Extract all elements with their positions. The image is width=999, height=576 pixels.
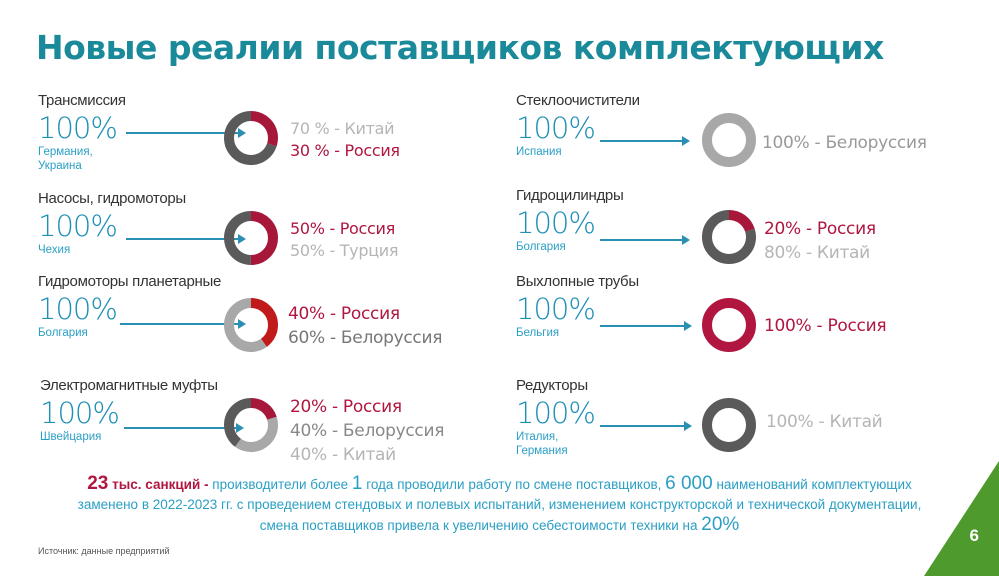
donut-segment xyxy=(702,113,756,167)
summary-text-part: наименований комплектующих xyxy=(716,477,912,492)
donut-chart xyxy=(702,298,756,352)
category-label: Редукторы xyxy=(516,377,588,394)
legend-item: 40% - Белоруссия xyxy=(290,421,445,441)
origin-countries: Болгария xyxy=(38,327,88,339)
arrow-icon xyxy=(600,421,692,431)
legend: 50% - Россия 50% - Турция xyxy=(290,218,399,262)
arrow-icon xyxy=(120,319,246,329)
donut-segment xyxy=(702,298,756,352)
category-label: Гидроцилиндры xyxy=(516,187,624,204)
arrow-icon xyxy=(124,423,244,433)
summary-text-part: года проводили работу по смене поставщик… xyxy=(366,477,662,492)
donut-chart xyxy=(702,210,756,264)
legend: 20% - Россия 40% - Белоруссия 40% - Кита… xyxy=(290,395,444,467)
summary-text-part: производители более xyxy=(212,477,349,492)
block-transmission: Трансмиссия 100% Германия, Украина 70 % … xyxy=(38,92,508,192)
percent-value: 100% xyxy=(38,111,118,145)
legend: 40% - Россия 60% - Белоруссия xyxy=(288,302,442,350)
donut-chart xyxy=(224,111,278,165)
donut-segment xyxy=(702,398,756,452)
category-label: Выхлопные трубы xyxy=(516,273,639,290)
summary-number: 6 000 xyxy=(665,473,713,494)
summary-line-3: смена поставщиков привела к увеличению с… xyxy=(0,515,999,536)
legend: 100% - Китай xyxy=(766,411,883,433)
donut-segment xyxy=(224,211,278,265)
origin-countries: Чехия xyxy=(38,244,71,256)
arrow-icon xyxy=(600,136,690,146)
legend: 100% - Россия xyxy=(764,315,887,337)
sanctions-count: 23 xyxy=(87,473,109,494)
legend: 20% - Россия 80% - Китай xyxy=(764,217,876,265)
legend-item: 50% - Россия xyxy=(290,219,395,238)
summary-number: 1 xyxy=(351,473,363,494)
percent-value: 100% xyxy=(516,111,596,145)
corner-decoration xyxy=(924,461,999,576)
donut-chart xyxy=(224,211,278,265)
category-label: Трансмиссия xyxy=(38,92,126,109)
summary-text-part: смена поставщиков привела к увеличению с… xyxy=(259,518,698,533)
percent-value: 100% xyxy=(516,396,596,430)
legend-item: 100% - Белоруссия xyxy=(762,133,927,153)
legend-item: 50% - Турция xyxy=(290,241,399,260)
block-planetary-motors: Гидромоторы планетарные 100% Болгария 40… xyxy=(38,273,508,373)
sanctions-label: тыс. санкций - xyxy=(112,477,209,492)
donut-chart xyxy=(702,113,756,167)
donut-chart xyxy=(702,398,756,452)
percent-value: 100% xyxy=(516,292,596,326)
legend-item: 20% - Россия xyxy=(290,397,402,417)
block-exhaust-pipes: Выхлопные трубы 100% Бельгия 100% - Росс… xyxy=(516,273,986,373)
summary-line-1: 23 тыс. санкций - производители более 1 … xyxy=(0,474,999,495)
summary-number: 20% xyxy=(701,514,740,535)
arrow-icon xyxy=(600,321,692,331)
legend-item: 40% - Китай xyxy=(290,445,396,465)
arrow-icon xyxy=(600,235,690,245)
origin-countries: Италия, Германия xyxy=(516,431,568,457)
legend-item: 80% - Китай xyxy=(764,243,870,263)
block-pumps: Насосы, гидромоторы 100% Чехия 50% - Рос… xyxy=(38,190,508,290)
donut-segment xyxy=(224,398,278,452)
source-note: Источник: данные предприятий xyxy=(38,546,170,556)
category-label: Насосы, гидромоторы xyxy=(38,190,186,207)
block-gearboxes: Редукторы 100% Италия, Германия 100% - К… xyxy=(516,377,986,477)
origin-countries: Бельгия xyxy=(516,327,560,339)
donut-chart xyxy=(224,298,278,352)
legend-item: 70 % - Китай xyxy=(290,119,395,138)
legend-item: 30 % - Россия xyxy=(290,141,400,160)
donut-segment xyxy=(702,210,756,264)
origin-countries: Германия, Украина xyxy=(38,146,93,172)
arrow-icon xyxy=(126,234,246,244)
block-clutches: Электромагнитные муфты 100% Швейцария 20… xyxy=(40,377,510,477)
legend: 70 % - Китай 30 % - Россия xyxy=(290,118,400,162)
origin-countries: Болгария xyxy=(516,241,566,253)
donut-segment xyxy=(224,298,278,352)
percent-value: 100% xyxy=(38,209,118,243)
legend-item: 40% - Россия xyxy=(288,304,400,324)
legend-item: 100% - Россия xyxy=(764,316,887,336)
origin-countries: Швейцария xyxy=(40,431,102,443)
category-label: Гидромоторы планетарные xyxy=(38,273,221,290)
donut-segment xyxy=(224,111,278,165)
summary-line-2: заменено в 2022-2023 гг. с проведением с… xyxy=(77,497,922,512)
percent-value: 100% xyxy=(516,206,596,240)
origin-countries: Испания xyxy=(516,146,562,158)
donut-segment xyxy=(224,398,278,452)
legend-item: 100% - Китай xyxy=(766,412,883,432)
donut-chart xyxy=(224,398,278,452)
legend: 100% - Белоруссия xyxy=(762,132,927,154)
page-number: 6 xyxy=(969,526,979,545)
block-hydraulic-cylinders: Гидроцилиндры 100% Болгария 20% - Россия… xyxy=(516,187,986,287)
percent-value: 100% xyxy=(38,292,118,326)
page-title: Новые реалии поставщиков комплектующих xyxy=(36,28,884,67)
category-label: Стеклоочистители xyxy=(516,92,640,109)
percent-value: 100% xyxy=(40,396,120,430)
block-wipers: Стеклоочистители 100% Испания 100% - Бел… xyxy=(516,92,986,192)
category-label: Электромагнитные муфты xyxy=(40,377,218,394)
legend-item: 60% - Белоруссия xyxy=(288,328,443,348)
summary-text: 23 тыс. санкций - производители более 1 … xyxy=(0,474,999,536)
arrow-icon xyxy=(126,128,246,138)
legend-item: 20% - Россия xyxy=(764,219,876,239)
